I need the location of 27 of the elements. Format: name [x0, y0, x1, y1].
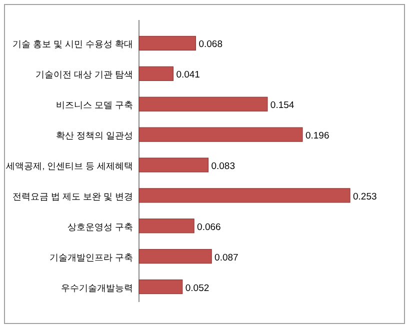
- y-tick-label: 기술이전 대상 기관 탐색: [35, 70, 133, 80]
- bar: [138, 36, 196, 51]
- y-tick-label: 세액공제, 인센티브 등 세제혜택: [6, 161, 133, 171]
- y-tick-label: 기술 홍보 및 시민 수용성 확대: [12, 39, 133, 50]
- data-label: 0.041: [176, 70, 200, 81]
- y-tick-label: 비즈니스 모델 구축: [56, 100, 133, 110]
- data-label: 0.066: [197, 222, 221, 233]
- bar: [138, 279, 183, 294]
- y-tick-label: 확산 정책의 일관성: [56, 130, 133, 141]
- bar: [138, 249, 212, 264]
- bar: [138, 127, 303, 142]
- data-label: 0.196: [305, 130, 330, 142]
- bar: [138, 188, 350, 203]
- y-tick-label: 기술개발인프라 구축: [49, 252, 133, 262]
- data-label: 0.083: [211, 161, 236, 172]
- y-tick-label: 우수기술개발능력: [61, 282, 133, 293]
- y-tick-label: 전력요금 법 제도 보완 및 변경: [12, 191, 133, 202]
- bar: [138, 218, 194, 234]
- y-tick-label: 상호운영성 구축: [67, 222, 133, 232]
- bar: [138, 158, 209, 172]
- data-label: 0.052: [185, 282, 210, 294]
- bar: [138, 96, 268, 112]
- data-label: 0.154: [270, 100, 294, 112]
- data-label: 0.087: [214, 252, 238, 264]
- bar: [138, 66, 174, 81]
- data-label: 0.068: [198, 39, 222, 50]
- data-label: 0.253: [353, 191, 377, 202]
